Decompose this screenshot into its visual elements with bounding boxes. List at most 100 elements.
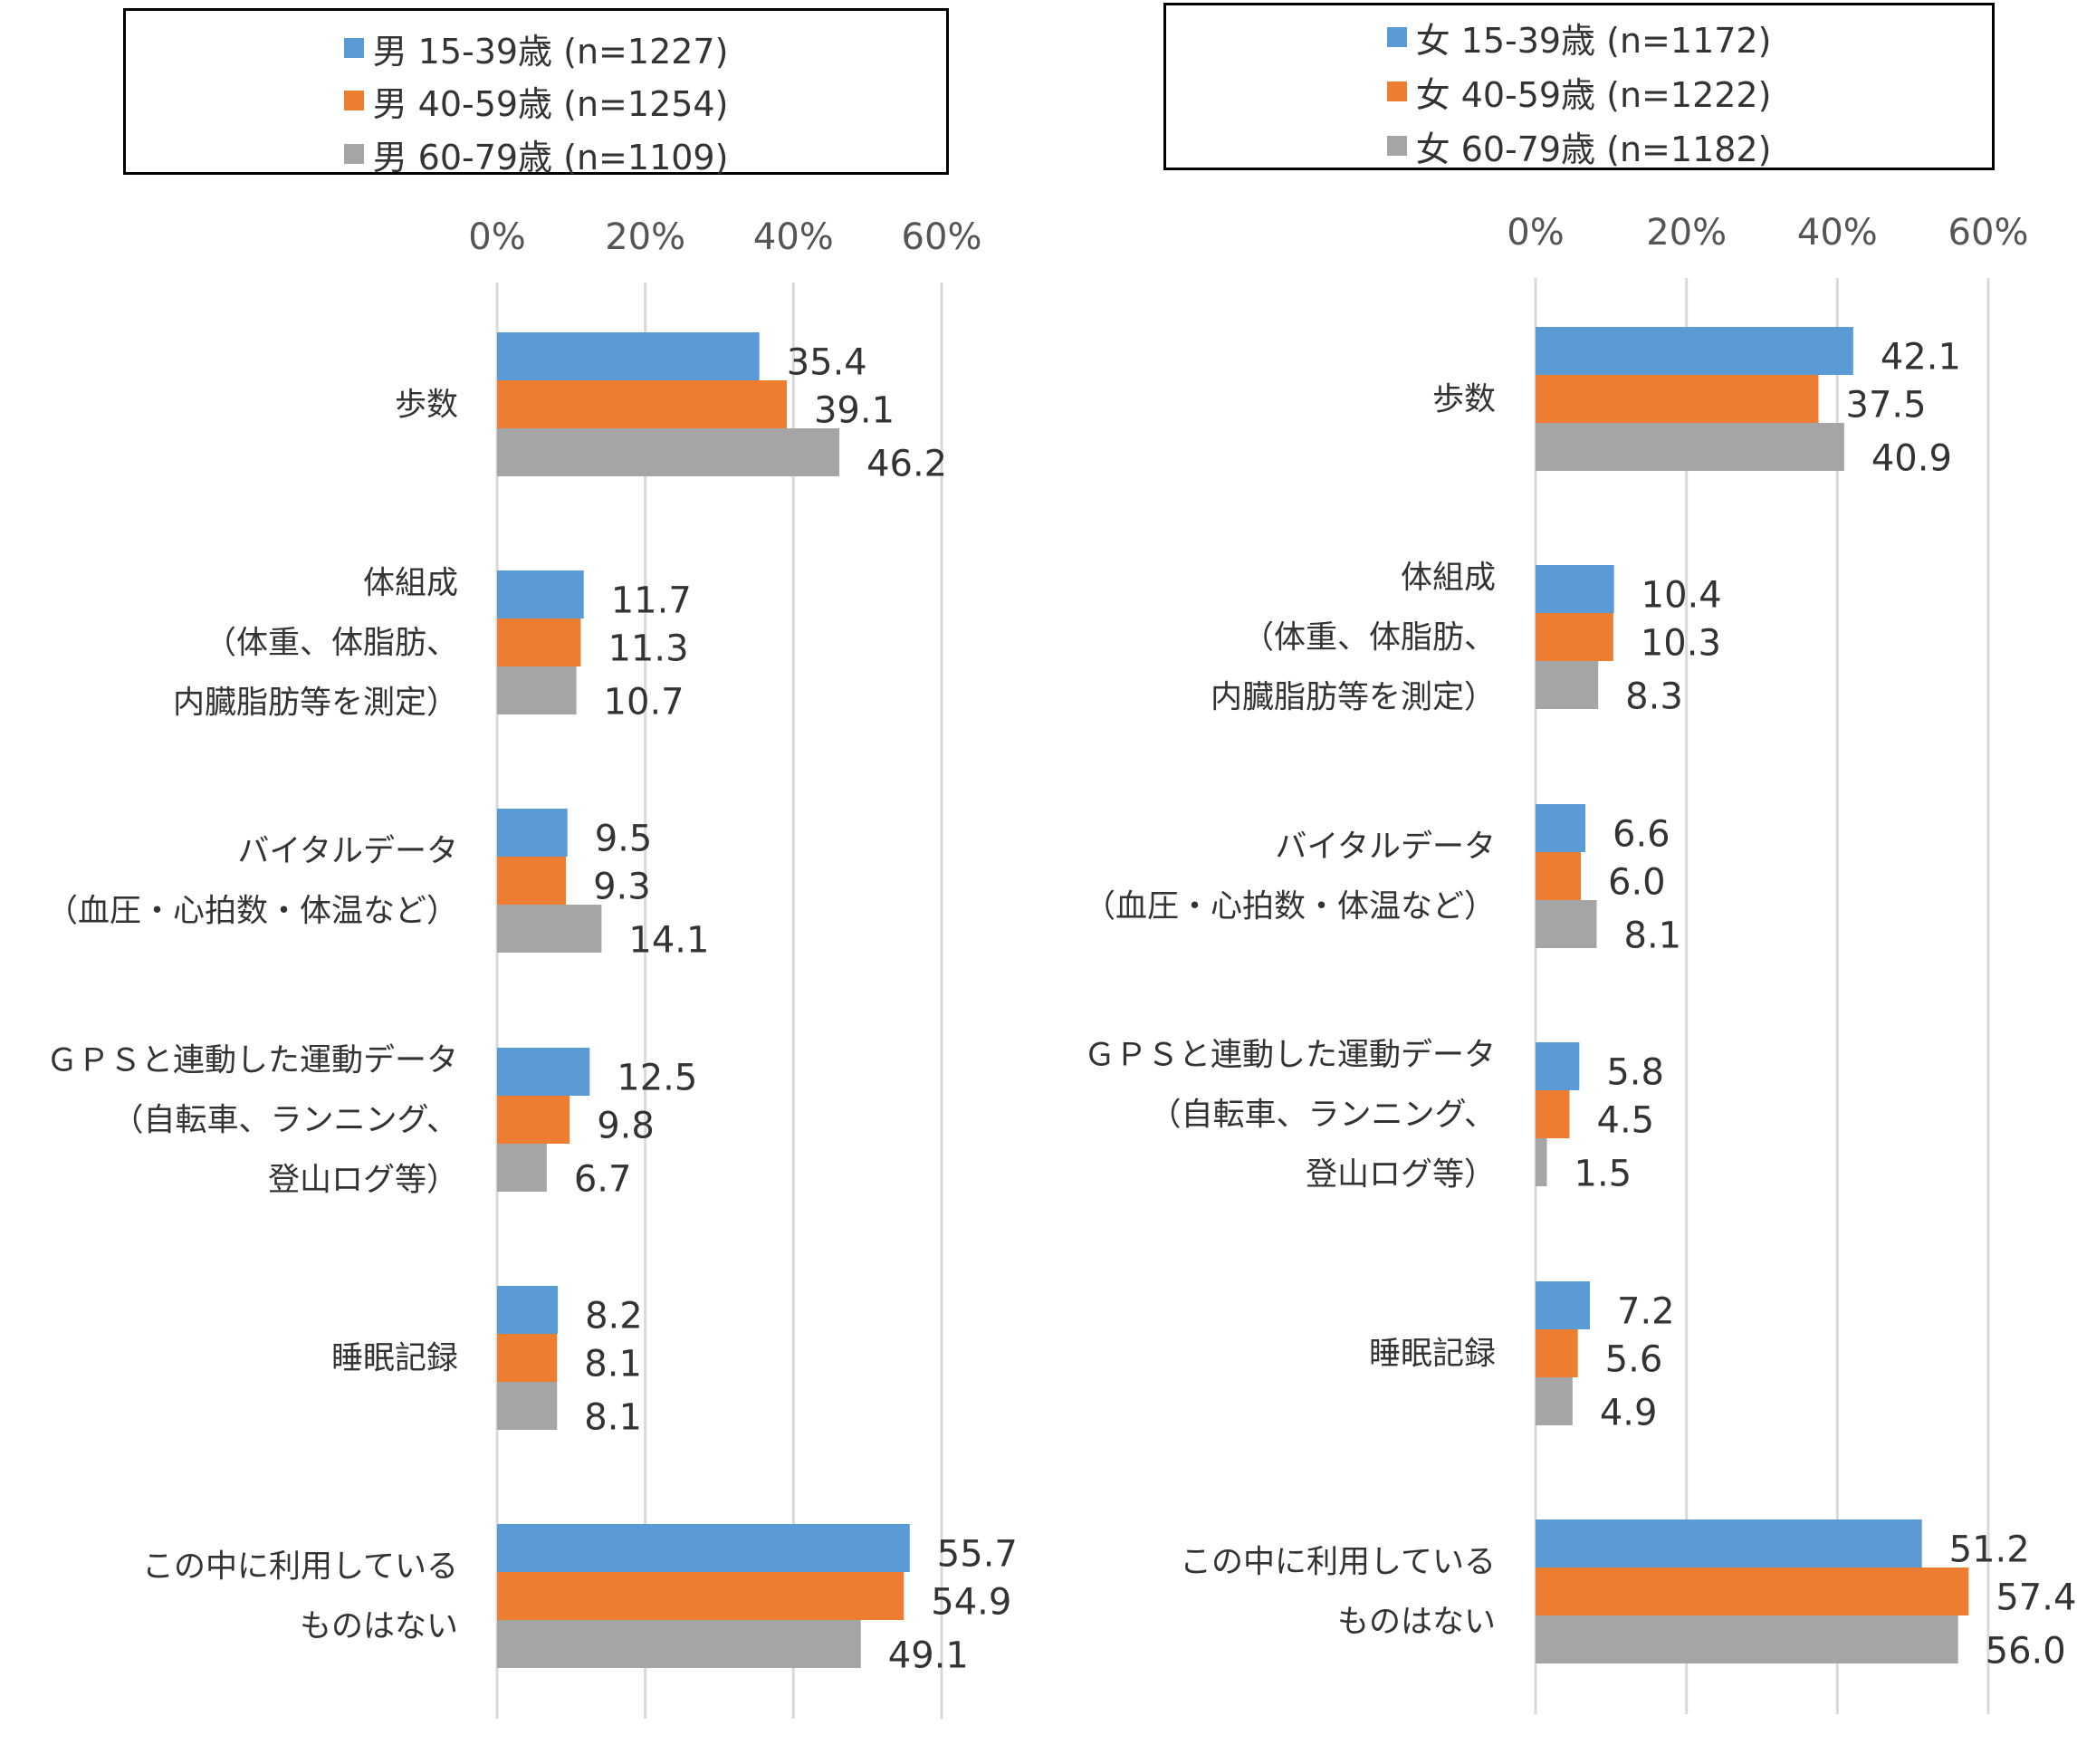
legend-swatch-gray bbox=[1386, 136, 1407, 156]
data-label: 39.1 bbox=[814, 390, 895, 432]
x-tick-label: 20% bbox=[605, 216, 685, 258]
bar bbox=[497, 1524, 910, 1572]
category-label: この中に利用している bbox=[142, 1549, 458, 1586]
data-label: 7.2 bbox=[1617, 1291, 1675, 1333]
bar bbox=[1536, 375, 1819, 423]
data-label: 5.8 bbox=[1606, 1052, 1664, 1094]
data-label: 8.1 bbox=[584, 1344, 642, 1385]
legend-swatch-orange bbox=[343, 91, 364, 110]
category-label: 歩数 bbox=[1432, 382, 1496, 418]
legend-item: 男 40-59歳 (n=1254) bbox=[126, 78, 946, 124]
bar bbox=[1536, 423, 1844, 471]
data-label: 9.3 bbox=[593, 867, 651, 908]
bar bbox=[497, 1382, 558, 1430]
data-label: 37.5 bbox=[1846, 385, 1927, 427]
bar bbox=[497, 1096, 570, 1144]
data-label: 1.5 bbox=[1574, 1154, 1632, 1195]
data-label: 4.9 bbox=[1600, 1393, 1658, 1434]
bar bbox=[1536, 1090, 1570, 1138]
data-label: 11.3 bbox=[608, 628, 688, 670]
data-label: 49.1 bbox=[888, 1635, 969, 1677]
category-label: （体重、体脂肪、 bbox=[205, 626, 458, 662]
category-label: 登山ログ等） bbox=[268, 1163, 458, 1199]
bar bbox=[497, 1334, 558, 1382]
bar bbox=[1536, 613, 1613, 661]
category-label: 内臓脂肪等を測定） bbox=[173, 685, 458, 722]
bar bbox=[497, 1286, 559, 1334]
data-label: 46.2 bbox=[866, 444, 947, 485]
category-label: （体重、体脂肪、 bbox=[1242, 620, 1496, 657]
x-tick-label: 0% bbox=[1507, 212, 1564, 254]
data-label: 55.7 bbox=[937, 1534, 1018, 1576]
category-label: 登山ログ等） bbox=[1306, 1157, 1496, 1194]
data-label: 4.5 bbox=[1597, 1100, 1655, 1142]
bar bbox=[1536, 1042, 1580, 1090]
category-label: ものはない bbox=[300, 1609, 458, 1645]
category-label: （血圧・心拍数・体温など） bbox=[46, 894, 458, 930]
legend-male: 男 15-39歳 (n=1227) 男 40-59歳 (n=1254) 男 60… bbox=[123, 8, 949, 177]
x-tick-label: 0% bbox=[468, 216, 525, 258]
bar bbox=[1536, 804, 1585, 852]
bar bbox=[1536, 1520, 1922, 1567]
bar bbox=[497, 666, 577, 714]
legend-label: 女 40-59歳 (n=1222) bbox=[1415, 74, 1772, 115]
legend-label: 男 60-79歳 (n=1109) bbox=[372, 137, 729, 177]
legend-label: 男 40-59歳 (n=1254) bbox=[372, 83, 729, 124]
bar bbox=[497, 332, 760, 380]
legend-label: 女 15-39歳 (n=1172) bbox=[1415, 20, 1772, 61]
bar bbox=[1536, 327, 1853, 375]
bar bbox=[497, 428, 840, 476]
bar bbox=[1536, 565, 1614, 613]
category-label: 歩数 bbox=[395, 388, 458, 424]
category-label: ＧＰＳと連動した運動データ bbox=[46, 1043, 458, 1079]
data-label: 10.4 bbox=[1642, 575, 1722, 617]
data-label: 6.6 bbox=[1613, 814, 1670, 856]
category-label: 睡眠記録 bbox=[1369, 1337, 1496, 1373]
category-label: （自転車、ランニング、 bbox=[1149, 1098, 1496, 1134]
legend-swatch-blue bbox=[343, 38, 364, 58]
legend-swatch-orange bbox=[1386, 81, 1407, 101]
category-label: バイタルデータ bbox=[237, 834, 458, 870]
data-label: 57.4 bbox=[1996, 1577, 2076, 1619]
x-tick-label: 40% bbox=[1797, 212, 1878, 254]
bar bbox=[1536, 1329, 1578, 1377]
data-label: 42.1 bbox=[1881, 337, 1961, 379]
bar bbox=[1536, 1377, 1573, 1425]
bar bbox=[1536, 1615, 1958, 1663]
bar bbox=[497, 809, 568, 857]
bar bbox=[1536, 852, 1581, 900]
data-label: 35.4 bbox=[787, 342, 867, 384]
legend-item: 女 40-59歳 (n=1222) bbox=[1166, 69, 1992, 115]
data-label: 40.9 bbox=[1871, 438, 1952, 480]
bar bbox=[497, 1572, 904, 1620]
x-tick-label: 60% bbox=[902, 216, 982, 258]
bar bbox=[1536, 661, 1599, 709]
data-label: 51.2 bbox=[1949, 1529, 2030, 1571]
legend-swatch-gray bbox=[343, 144, 364, 164]
bar bbox=[497, 1620, 861, 1668]
category-label: （血圧・心拍数・体温など） bbox=[1084, 889, 1496, 925]
legend-label: 女 60-79歳 (n=1182) bbox=[1415, 129, 1772, 169]
x-tick-label: 60% bbox=[1948, 212, 2029, 254]
data-label: 9.8 bbox=[597, 1106, 655, 1147]
category-label: ＧＰＳと連動した運動データ bbox=[1084, 1038, 1496, 1074]
x-tick-label: 40% bbox=[753, 216, 834, 258]
data-label: 56.0 bbox=[1986, 1631, 2066, 1673]
bar bbox=[1536, 1281, 1590, 1329]
category-label: 体組成 bbox=[363, 566, 458, 602]
data-label: 6.0 bbox=[1608, 862, 1666, 904]
data-label: 8.1 bbox=[584, 1397, 642, 1439]
data-label: 9.5 bbox=[595, 819, 653, 860]
data-label: 10.3 bbox=[1641, 623, 1721, 665]
data-label: 5.6 bbox=[1605, 1339, 1663, 1381]
x-tick-label: 20% bbox=[1646, 212, 1727, 254]
data-label: 11.7 bbox=[611, 580, 692, 622]
bar bbox=[1536, 1138, 1547, 1186]
category-label: バイタルデータ bbox=[1275, 829, 1496, 866]
data-label: 10.7 bbox=[604, 682, 684, 724]
bar bbox=[497, 618, 581, 666]
legend-swatch-blue bbox=[1386, 27, 1407, 47]
data-label: 8.3 bbox=[1625, 676, 1683, 718]
bar bbox=[497, 905, 602, 953]
